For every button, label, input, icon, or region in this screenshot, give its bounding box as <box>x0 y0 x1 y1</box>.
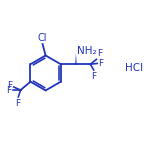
Text: NH₂: NH₂ <box>78 46 97 55</box>
Text: F: F <box>98 49 103 58</box>
Polygon shape <box>75 53 77 64</box>
Text: F: F <box>15 99 20 108</box>
Text: F: F <box>7 81 12 90</box>
Text: F: F <box>6 86 11 95</box>
Text: HCl: HCl <box>125 63 143 73</box>
Text: F: F <box>98 59 103 68</box>
Text: F: F <box>92 72 97 81</box>
Text: Cl: Cl <box>37 33 47 43</box>
